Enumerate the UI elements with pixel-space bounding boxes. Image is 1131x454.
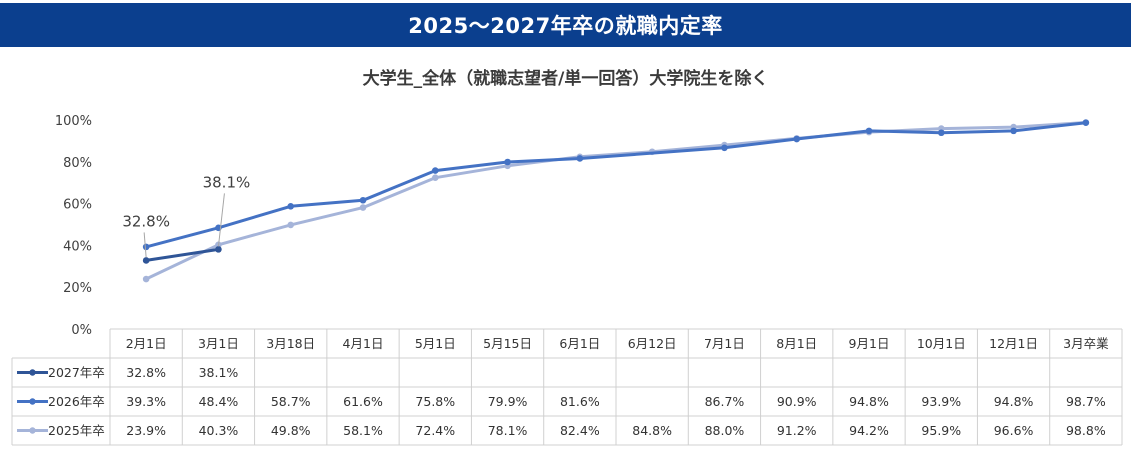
table-cell: 49.8% <box>271 423 311 438</box>
table-cell: 90.9% <box>777 394 817 409</box>
y-axis: 0% 20% 40% 60% 80% 100% <box>55 114 92 338</box>
data-point <box>287 203 295 210</box>
legend-swatch-marker <box>29 398 36 405</box>
data-point <box>1082 119 1090 127</box>
data-point <box>142 243 150 251</box>
table-cell: 38.1% <box>199 365 239 380</box>
data-label: 32.8% <box>122 212 170 230</box>
series-line <box>145 121 1086 281</box>
x-tick-label: 5月15日 <box>483 336 532 351</box>
data-point <box>576 155 584 162</box>
y-tick-label: 20% <box>63 281 92 296</box>
table-cell: 88.0% <box>705 423 745 438</box>
table-cell: 78.1% <box>488 423 528 438</box>
y-tick-label: 60% <box>63 198 92 213</box>
table-cell: 94.8% <box>994 394 1034 409</box>
table-cell: 82.4% <box>560 423 600 438</box>
x-tick-label: 2月1日 <box>126 336 167 351</box>
x-tick-label: 9月1日 <box>849 336 890 351</box>
table-cell: 75.8% <box>415 394 455 409</box>
x-tick-label: 8月1日 <box>776 336 817 351</box>
table-cell: 98.7% <box>1066 394 1106 409</box>
data-point <box>431 167 439 174</box>
table-cell: 39.3% <box>126 394 166 409</box>
data-point <box>142 257 150 264</box>
data-table: 2027年卒 32.8% 38.1% 2026年卒 39.3% 48.4% 58.7% 61.… <box>17 365 1106 438</box>
data-point <box>937 129 945 137</box>
data-table-grid <box>11 328 1123 446</box>
y-tick-label: 0% <box>71 323 92 338</box>
table-cell: 72.4% <box>415 423 455 438</box>
x-tick-label: 3月卒業 <box>1063 336 1109 351</box>
table-cell: 86.7% <box>705 394 745 409</box>
y-tick-label: 80% <box>63 156 92 171</box>
table-cell: 95.9% <box>921 423 961 438</box>
table-cell: 81.6% <box>560 394 600 409</box>
series-line <box>145 121 1087 249</box>
callout-leader <box>143 232 147 258</box>
table-cell: 96.6% <box>994 423 1034 438</box>
x-tick-label: 12月1日 <box>989 336 1038 351</box>
y-tick-label: 100% <box>55 114 92 129</box>
data-point <box>359 196 367 204</box>
chart-title: 大学生_全体（就職志望者/単一回答）大学院生を除く <box>362 69 769 89</box>
x-tick-label: 6月1日 <box>559 336 600 351</box>
data-point <box>287 221 295 229</box>
legend-entry: 2026年卒 <box>48 394 105 409</box>
legend-swatch-marker <box>29 427 36 434</box>
x-tick-label: 5月1日 <box>415 336 456 351</box>
data-point <box>1010 127 1017 135</box>
table-cell: 61.6% <box>343 394 383 409</box>
table-cell: 32.8% <box>126 365 166 380</box>
table-cell: 91.2% <box>777 423 817 438</box>
x-axis-labels: 2月1日 3月1日 3月18日 4月1日 5月1日 5月15日 6月1日 6月12日 7月1日 8… <box>126 336 1109 351</box>
table-cell: 79.9% <box>488 394 528 409</box>
legend-entry: 2025年卒 <box>48 423 105 438</box>
table-cell: 48.4% <box>199 394 239 409</box>
table-cell: 98.8% <box>1066 423 1106 438</box>
series-lines <box>142 119 1090 283</box>
x-tick-label: 10月1日 <box>917 336 966 351</box>
annotations: 32.8% 38.1% <box>122 173 251 258</box>
legend-swatch-marker <box>29 369 36 376</box>
table-cell: 58.7% <box>271 394 311 409</box>
table-cell: 23.9% <box>126 423 166 438</box>
x-tick-label: 3月1日 <box>198 336 239 351</box>
table-cell: 94.8% <box>849 394 889 409</box>
table-cell: 93.9% <box>921 394 961 409</box>
legend-entry: 2027年卒 <box>48 365 105 380</box>
x-tick-label: 4月1日 <box>343 336 384 351</box>
x-tick-label: 3月18日 <box>266 336 315 351</box>
banner-title: 2025～2027年卒の就職内定率 <box>0 3 1131 47</box>
table-cell: 58.1% <box>343 423 383 438</box>
data-point <box>142 275 150 283</box>
data-point <box>721 144 728 152</box>
x-tick-label: 6月12日 <box>628 336 677 351</box>
series-line <box>145 247 219 262</box>
table-cell: 84.8% <box>632 423 672 438</box>
data-point <box>504 158 511 166</box>
x-tick-label: 7月1日 <box>704 336 745 351</box>
data-point <box>215 246 222 253</box>
data-point <box>865 127 873 135</box>
callout-leader <box>217 193 225 247</box>
data-point <box>359 204 367 211</box>
data-point <box>431 174 439 181</box>
data-label: 38.1% <box>203 173 251 191</box>
y-tick-label: 40% <box>63 239 92 254</box>
table-cell: 40.3% <box>199 423 239 438</box>
data-point <box>793 135 801 143</box>
table-cell: 94.2% <box>849 423 889 438</box>
